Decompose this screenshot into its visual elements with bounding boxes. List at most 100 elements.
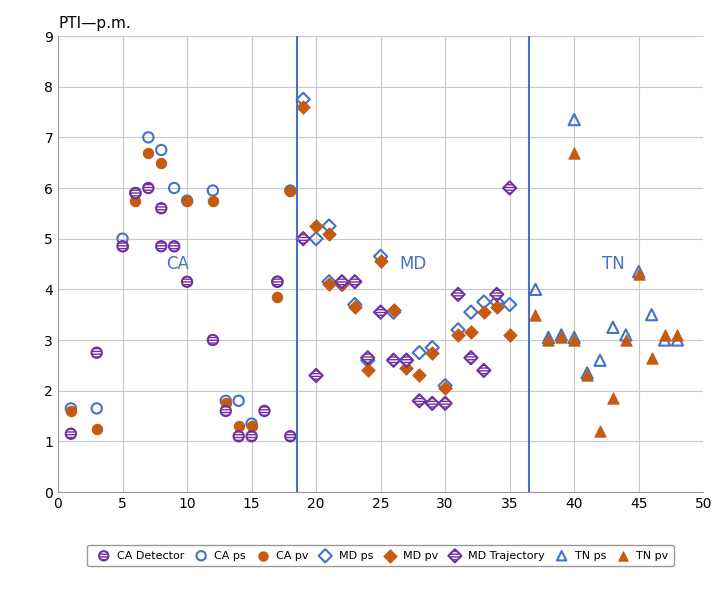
Point	[594, 355, 606, 365]
Point	[65, 429, 77, 439]
Point	[323, 221, 335, 231]
Point	[272, 292, 283, 302]
Point	[581, 371, 593, 380]
Point	[542, 335, 554, 345]
Point	[284, 186, 296, 196]
Point	[491, 290, 502, 299]
Point	[181, 196, 193, 205]
Point	[323, 229, 335, 238]
Point	[478, 307, 489, 317]
Point	[233, 421, 244, 431]
Point	[168, 241, 180, 251]
Point	[413, 348, 425, 358]
Point	[491, 302, 502, 312]
Point	[478, 365, 489, 375]
Point	[220, 406, 231, 416]
Point	[465, 353, 477, 362]
Point	[349, 302, 360, 312]
Point	[426, 398, 438, 408]
Point	[646, 353, 658, 362]
Point	[581, 368, 593, 378]
Point	[439, 381, 451, 391]
Point	[542, 332, 554, 342]
Point	[388, 305, 399, 314]
Point	[659, 330, 671, 340]
Point	[555, 330, 567, 340]
Point	[388, 307, 399, 317]
Point	[555, 332, 567, 342]
Point	[143, 148, 154, 157]
Point	[401, 355, 413, 365]
Point	[594, 427, 606, 436]
Point	[336, 280, 348, 289]
Point	[439, 383, 451, 393]
Point	[568, 115, 580, 124]
Point	[117, 241, 128, 251]
Point	[65, 406, 77, 416]
Point	[620, 330, 631, 340]
Point	[620, 335, 631, 345]
Point	[426, 348, 438, 358]
Text: PTI—p.m.: PTI—p.m.	[58, 16, 130, 31]
Point	[155, 145, 167, 155]
Point	[117, 241, 128, 251]
Point	[413, 371, 425, 380]
Point	[220, 398, 231, 408]
Point	[284, 186, 296, 196]
Point	[310, 371, 322, 380]
Point	[633, 267, 645, 277]
Point	[91, 404, 102, 413]
Text: CA: CA	[166, 255, 188, 273]
Point	[375, 251, 386, 261]
Point	[297, 95, 309, 104]
Point	[568, 148, 580, 157]
Point	[465, 328, 477, 337]
Point	[155, 203, 167, 213]
Point	[671, 335, 683, 345]
Point	[478, 297, 489, 307]
Point	[259, 406, 270, 416]
Point	[143, 133, 154, 142]
Point	[130, 188, 141, 198]
Point	[568, 332, 580, 342]
Point	[607, 323, 618, 332]
Point	[530, 284, 542, 294]
Point	[130, 196, 141, 205]
Point	[362, 353, 373, 362]
Point	[336, 277, 348, 287]
Point	[91, 348, 102, 358]
Point	[65, 404, 77, 413]
Point	[155, 241, 167, 251]
Point	[439, 398, 451, 408]
Point	[388, 355, 399, 365]
Point	[207, 335, 219, 345]
Point	[568, 335, 580, 345]
Point	[297, 234, 309, 244]
Point	[168, 183, 180, 193]
Text: MD: MD	[399, 255, 426, 273]
Point	[233, 396, 244, 406]
Point	[607, 394, 618, 403]
Point	[91, 424, 102, 433]
Point	[659, 335, 671, 345]
Point	[362, 365, 373, 375]
Point	[207, 196, 219, 205]
Point	[310, 221, 322, 231]
Point	[207, 186, 219, 196]
Point	[452, 330, 464, 340]
Point	[310, 234, 322, 244]
Point	[646, 310, 658, 319]
Point	[246, 431, 257, 441]
Point	[413, 396, 425, 406]
Point	[401, 355, 413, 365]
Point	[349, 300, 360, 310]
Point	[246, 421, 257, 431]
Point	[375, 257, 386, 266]
Point	[336, 280, 348, 289]
Point	[323, 280, 335, 289]
Text: TN: TN	[602, 255, 624, 273]
Point	[181, 277, 193, 287]
Point	[504, 330, 515, 340]
Point	[401, 363, 413, 373]
Point	[143, 183, 154, 193]
